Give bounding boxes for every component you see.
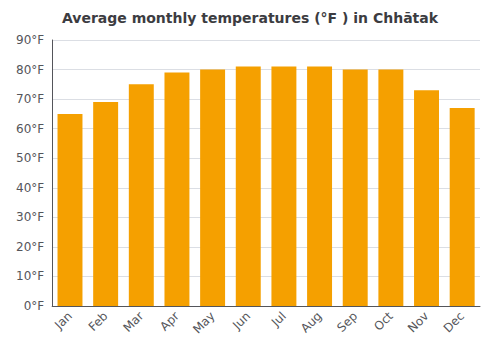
svg-text:Mar: Mar — [120, 309, 146, 335]
svg-text:Oct: Oct — [371, 309, 396, 334]
svg-text:Aug: Aug — [298, 309, 324, 335]
svg-text:70°F: 70°F — [16, 92, 44, 106]
svg-text:Dec: Dec — [441, 309, 467, 335]
svg-text:90°F: 90°F — [16, 33, 44, 47]
svg-text:40°F: 40°F — [16, 181, 44, 195]
svg-text:Average monthly temperatures (: Average monthly temperatures (°F ) in Ch… — [62, 10, 439, 26]
svg-text:Feb: Feb — [86, 309, 111, 334]
svg-text:Sep: Sep — [334, 309, 360, 335]
svg-text:Apr: Apr — [157, 309, 182, 334]
svg-text:30°F: 30°F — [16, 210, 44, 224]
svg-text:Jan: Jan — [51, 309, 75, 333]
svg-text:60°F: 60°F — [16, 122, 44, 136]
svg-text:10°F: 10°F — [16, 269, 44, 283]
svg-text:Jul: Jul — [268, 309, 289, 330]
svg-text:0°F: 0°F — [24, 299, 45, 313]
svg-text:Nov: Nov — [405, 309, 431, 335]
svg-text:80°F: 80°F — [16, 63, 44, 77]
svg-text:50°F: 50°F — [16, 151, 44, 165]
svg-text:20°F: 20°F — [16, 240, 44, 254]
svg-text:May: May — [190, 309, 217, 336]
svg-text:Jun: Jun — [229, 309, 253, 333]
